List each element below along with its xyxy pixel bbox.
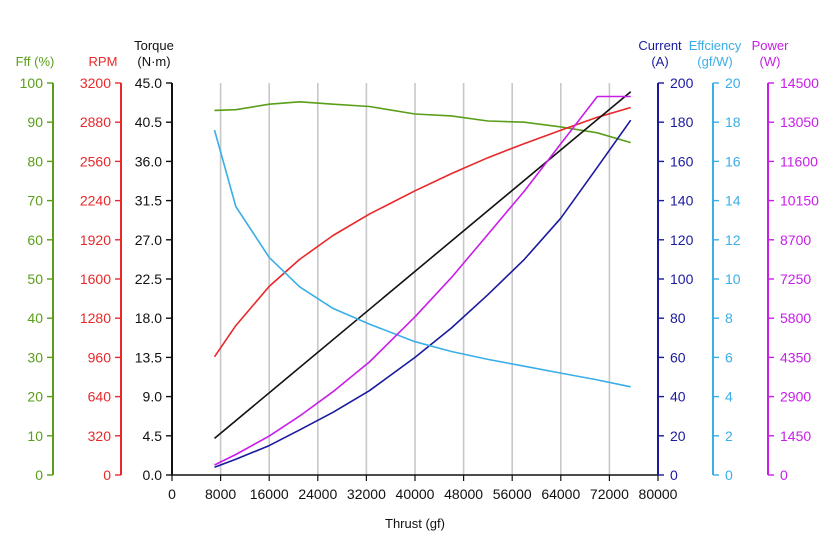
y-tick-label-rpm-10: 3200 — [80, 75, 111, 91]
y-tick-label-fff-5: 50 — [27, 271, 43, 287]
y-tick-label-fff-7: 70 — [27, 193, 43, 209]
y-tick-label-rpm-5: 1600 — [80, 271, 111, 287]
y-tick-label-fff-0: 0 — [35, 467, 43, 483]
x-tick-label-3: 24000 — [298, 486, 337, 502]
y-tick-label-fff-3: 30 — [27, 349, 43, 365]
y-tick-label-fff-9: 90 — [27, 114, 43, 130]
x-tick-label-8: 64000 — [541, 486, 580, 502]
y-tick-label-rpm-7: 2240 — [80, 193, 111, 209]
y-tick-label-fff-10: 100 — [20, 75, 44, 91]
y-tick-label-torque-2: 9.0 — [143, 389, 163, 405]
y-tick-label-fff-2: 20 — [27, 389, 43, 405]
y-tick-label-power-2: 2900 — [780, 389, 811, 405]
y-tick-label-current-1: 20 — [670, 428, 686, 444]
y-tick-label-torque-1: 4.5 — [143, 428, 163, 444]
y-tick-label-efficiency-5: 10 — [725, 271, 741, 287]
y-tick-label-fff-8: 80 — [27, 153, 43, 169]
y-tick-label-rpm-9: 2880 — [80, 114, 111, 130]
y-tick-label-efficiency-1: 2 — [725, 428, 733, 444]
y-tick-label-power-9: 13050 — [780, 114, 819, 130]
y-tick-label-efficiency-6: 12 — [725, 232, 741, 248]
x-tick-label-5: 40000 — [396, 486, 435, 502]
y-tick-label-rpm-6: 1920 — [80, 232, 111, 248]
x-tick-label-2: 16000 — [250, 486, 289, 502]
x-tick-label-1: 8000 — [205, 486, 236, 502]
series-line-rpm — [213, 106, 631, 358]
x-tick-label-9: 72000 — [590, 486, 629, 502]
y-tick-label-efficiency-7: 14 — [725, 193, 741, 209]
y-tick-label-rpm-2: 640 — [88, 389, 112, 405]
y-tick-label-fff-4: 40 — [27, 310, 43, 326]
y-axis-title-rpm: RPM — [89, 54, 118, 69]
y-tick-label-power-4: 5800 — [780, 310, 811, 326]
y-axis-title-torque: Torque — [134, 38, 174, 53]
y-tick-label-torque-5: 22.5 — [135, 271, 162, 287]
y-tick-label-power-5: 7250 — [780, 271, 811, 287]
x-tick-label-6: 48000 — [444, 486, 483, 502]
y-axis-title-efficiency: Effciency — [689, 38, 742, 53]
x-axis-title: Thrust (gf) — [385, 516, 445, 531]
y-tick-label-efficiency-0: 0 — [725, 467, 733, 483]
y-tick-label-torque-3: 13.5 — [135, 349, 162, 365]
y-tick-label-fff-6: 60 — [27, 232, 43, 248]
y-tick-label-efficiency-8: 16 — [725, 153, 741, 169]
x-tick-label-4: 32000 — [347, 486, 386, 502]
y-axis-title-fff: Fff (%) — [16, 54, 55, 69]
y-tick-label-power-0: 0 — [780, 467, 788, 483]
y-tick-label-torque-0: 0.0 — [143, 467, 163, 483]
y-tick-label-torque-8: 36.0 — [135, 153, 162, 169]
y-tick-label-current-10: 200 — [670, 75, 694, 91]
y-tick-label-current-7: 140 — [670, 193, 694, 209]
y-tick-label-efficiency-2: 4 — [725, 389, 733, 405]
y-tick-label-rpm-3: 960 — [88, 349, 112, 365]
x-tick-label-10: 80000 — [639, 486, 678, 502]
y-axis-title-current: Current — [638, 38, 682, 53]
series-line-power — [214, 95, 631, 466]
y-tick-label-current-9: 180 — [670, 114, 694, 130]
y-tick-label-current-5: 100 — [670, 271, 694, 287]
y-axis-unit-current: (A) — [651, 54, 668, 69]
y-tick-label-torque-9: 40.5 — [135, 114, 162, 130]
y-tick-label-rpm-4: 1280 — [80, 310, 111, 326]
y-tick-label-rpm-8: 2560 — [80, 153, 111, 169]
series-line-torque — [213, 91, 632, 440]
y-tick-label-efficiency-4: 8 — [725, 310, 733, 326]
y-tick-label-current-0: 0 — [670, 467, 678, 483]
y-tick-label-current-3: 60 — [670, 349, 686, 365]
x-tick-label-0: 0 — [168, 486, 176, 502]
y-tick-label-power-1: 1450 — [780, 428, 811, 444]
x-tick-label-7: 56000 — [493, 486, 532, 502]
y-tick-label-torque-4: 18.0 — [135, 310, 162, 326]
y-tick-label-current-4: 80 — [670, 310, 686, 326]
y-tick-label-torque-10: 45.0 — [135, 75, 162, 91]
series-line-efficiency — [213, 129, 631, 388]
y-tick-label-torque-7: 31.5 — [135, 193, 162, 209]
y-tick-label-rpm-0: 0 — [103, 467, 111, 483]
y-tick-label-efficiency-10: 20 — [725, 75, 741, 91]
y-tick-label-power-8: 11600 — [780, 153, 818, 169]
y-tick-label-power-3: 4350 — [780, 349, 811, 365]
y-tick-label-current-2: 40 — [670, 389, 686, 405]
y-tick-label-fff-1: 10 — [27, 428, 43, 444]
y-tick-label-power-10: 14500 — [780, 75, 819, 91]
y-tick-label-current-8: 160 — [670, 153, 694, 169]
y-tick-label-efficiency-3: 6 — [725, 349, 733, 365]
y-tick-label-power-6: 8700 — [780, 232, 811, 248]
series-line-fff — [214, 101, 631, 144]
y-axis-unit-power: (W) — [760, 54, 781, 69]
y-tick-label-current-6: 120 — [670, 232, 694, 248]
series-line-current — [214, 119, 632, 468]
y-tick-label-efficiency-9: 18 — [725, 114, 741, 130]
y-tick-label-torque-6: 27.0 — [135, 232, 162, 248]
y-axis-title-power: Power — [752, 38, 790, 53]
y-axis-unit-efficiency: (gf/W) — [697, 54, 732, 69]
y-tick-label-power-7: 10150 — [780, 193, 819, 209]
y-tick-label-rpm-1: 320 — [88, 428, 112, 444]
y-axis-unit-torque: (N·m) — [137, 54, 170, 69]
